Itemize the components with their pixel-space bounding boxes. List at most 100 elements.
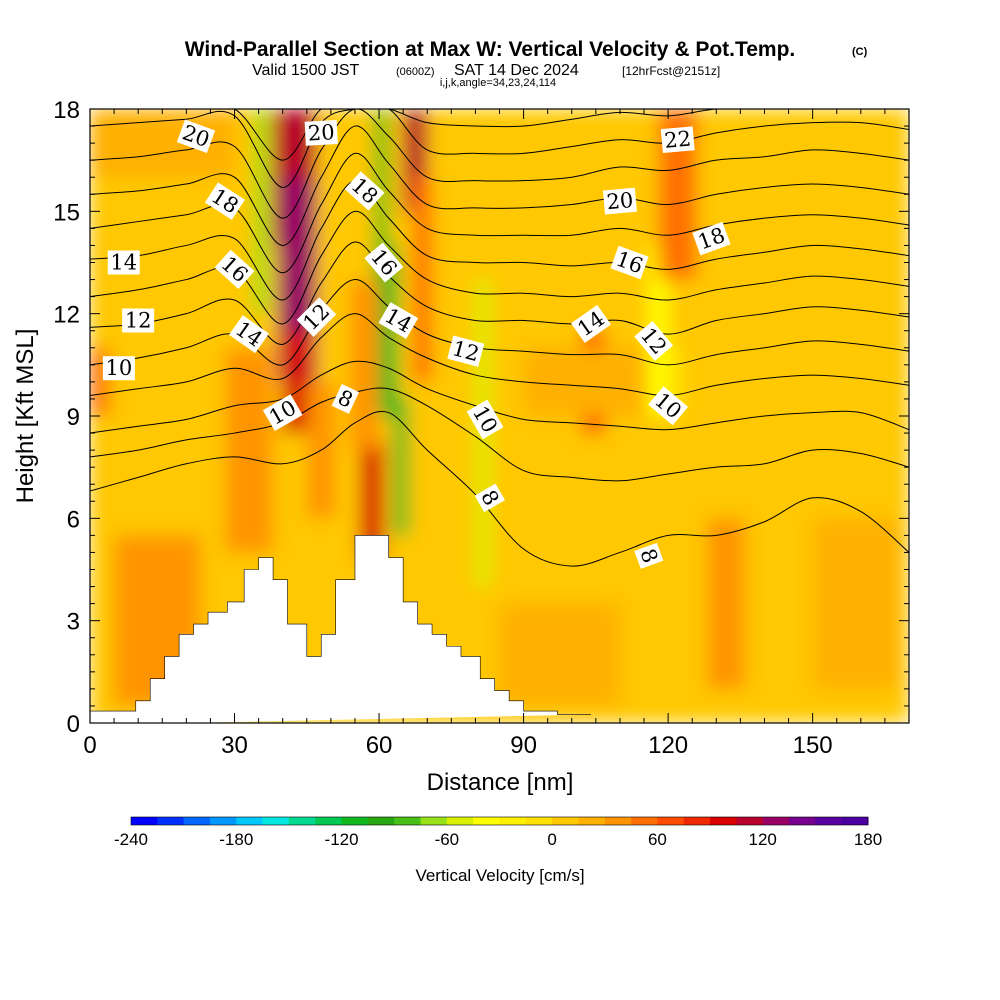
colorbar-swatch	[499, 817, 527, 825]
x-tick-label: 150	[793, 732, 833, 759]
colorbar-swatch	[315, 817, 343, 825]
theta-contour-9	[90, 387, 909, 482]
y-tick-label: 0	[67, 711, 80, 738]
vertical-velocity-field	[90, 109, 909, 723]
velocity-cell-25	[812, 518, 900, 689]
velocity-cell-9	[350, 279, 380, 451]
colorbar-swatch	[657, 817, 685, 825]
contour-label-box	[107, 250, 140, 275]
contour-label-text: 20	[606, 188, 635, 214]
velocity-cell-22	[499, 603, 620, 706]
x-axis-label: Distance [nm]	[427, 769, 574, 796]
x-tick-label: 90	[510, 732, 537, 759]
contour-label-box	[214, 249, 255, 289]
contour-label-box	[296, 297, 337, 337]
copyright-mark: (C)	[852, 46, 868, 58]
velocity-cell-12	[253, 109, 269, 314]
contour-label-box	[602, 187, 637, 215]
y-tick-label: 18	[53, 97, 80, 124]
contour-label-6: 14	[107, 250, 140, 275]
contour-label-box	[447, 335, 485, 367]
velocity-cell-23	[706, 518, 746, 689]
contour-label-box	[474, 483, 506, 513]
colorbar-swatch	[262, 817, 290, 825]
contour-label-box	[364, 242, 404, 283]
colorbar-swatch	[525, 817, 553, 825]
velocity-cell-14	[379, 245, 399, 416]
colorbar-tick-label: 180	[854, 830, 882, 849]
colorbar-swatch	[815, 817, 843, 825]
contour-label-text: 20	[307, 120, 335, 145]
contour-label-box	[228, 315, 269, 354]
colorbar-tick-label: 60	[648, 830, 667, 849]
contour-label-box	[648, 386, 689, 426]
contour-label-box	[304, 120, 338, 146]
theta-contour-8	[90, 410, 909, 567]
x-tick-label: 30	[221, 732, 248, 759]
y-tick-label: 12	[53, 302, 80, 329]
theta-contour-11	[90, 313, 909, 397]
colorbar: -240 -180 -120 -60 0 60 120 180	[114, 816, 882, 849]
colorbar-swatch	[710, 817, 737, 825]
colorbar-swatch	[789, 817, 816, 825]
colorbar-swatch	[183, 817, 211, 825]
theta-contour-13	[90, 241, 909, 345]
contour-label-1: 20	[304, 120, 338, 146]
colorbar-swatch	[131, 817, 158, 825]
contour-label-box	[692, 221, 731, 256]
contour-label-box	[571, 304, 612, 343]
colorbar-swatch	[841, 817, 869, 825]
theta-contour-17	[90, 125, 909, 246]
colorbar-swatch	[157, 817, 185, 825]
contour-label-box	[262, 394, 303, 431]
colorbar-swatch	[631, 817, 658, 825]
contour-label-2: 22	[660, 126, 695, 154]
y-tick-label: 3	[67, 609, 80, 636]
contour-label-text: 10	[106, 356, 133, 380]
colorbar-swatch	[736, 817, 764, 825]
contour-label-box	[176, 119, 216, 154]
velocity-cell-21	[523, 347, 645, 416]
colorbar-swatch	[420, 817, 448, 825]
contour-label-box	[660, 126, 695, 154]
valid-date: SAT 14 Dec 2024	[454, 62, 579, 79]
contour-label-box	[634, 542, 664, 569]
y-tick-label: 15	[53, 199, 80, 226]
colorbar-tick-label: -120	[325, 830, 359, 849]
colorbar-swatch	[762, 817, 790, 825]
colorbar-tick-label: -240	[114, 830, 148, 849]
theta-contour-18	[90, 109, 909, 219]
contour-label-text: 22	[663, 127, 692, 153]
contour-label-box	[204, 182, 245, 220]
colorbar-label: Vertical Velocity [cm/s]	[415, 866, 584, 885]
contour-label-box	[331, 384, 360, 414]
colorbar-swatch	[578, 817, 606, 825]
colorbar-frame	[130, 816, 869, 826]
colorbar-swatch	[367, 817, 395, 825]
contour-label-box	[102, 356, 135, 381]
colorbar-swatch	[604, 817, 632, 825]
contour-label-text: 12	[125, 308, 152, 332]
contour-label-box	[344, 171, 385, 211]
velocity-cell-11	[412, 177, 433, 382]
colorbar-swatch	[683, 817, 711, 825]
x-tick-label: 60	[366, 732, 393, 759]
contour-label-box	[610, 245, 649, 280]
forecast-info: [12hrFcst@2151z]	[622, 64, 720, 78]
colorbar-tick-label: 120	[749, 830, 777, 849]
contour-label-18: 10	[102, 356, 135, 381]
theta-contour-15	[90, 180, 909, 301]
colorbar-swatch	[288, 817, 316, 825]
contour-label-20: 8	[331, 384, 360, 414]
contour-label-0: 20	[176, 119, 216, 154]
colorbar-swatch	[236, 817, 264, 825]
contour-label-box	[466, 399, 504, 440]
valid-time-line: Valid 1500 JST (0600Z) SAT 14 Dec 2024 […	[252, 62, 720, 79]
contour-label-text: 14	[110, 251, 137, 275]
velocity-cell-24	[788, 484, 813, 587]
chart-title: Wind-Parallel Section at Max W: Vertical…	[185, 38, 796, 61]
colorbar-swatch	[209, 817, 237, 825]
y-axis-label: Height [Kft MSL]	[12, 329, 39, 504]
